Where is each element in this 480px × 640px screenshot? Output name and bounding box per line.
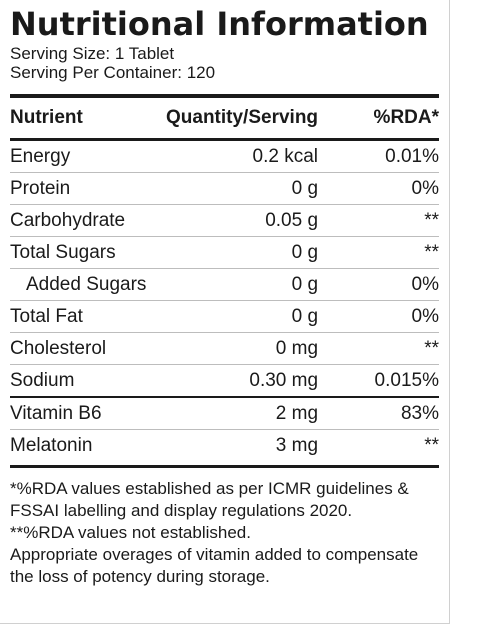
nutrient-quantity: 0 g bbox=[166, 300, 319, 333]
nutrient-rda: 0% bbox=[318, 300, 439, 333]
nutrient-name: Total Fat bbox=[10, 300, 166, 333]
footnote-line: the loss of potency during storage. bbox=[10, 567, 270, 586]
header-quantity: Quantity/Serving bbox=[166, 107, 319, 128]
nutrient-table: Nutrient Quantity/Serving %RDA* Energy 0… bbox=[10, 98, 439, 461]
nutrient-name: Carbohydrate bbox=[10, 204, 166, 237]
nutrient-quantity: 0 g bbox=[166, 268, 319, 301]
footnote-line: FSSAI labelling and display regulations … bbox=[10, 501, 353, 520]
nutrient-quantity: 0 g bbox=[166, 172, 319, 205]
table-row: Vitamin B6 2 mg 83% bbox=[10, 396, 439, 430]
nutrient-name: Total Sugars bbox=[10, 236, 166, 269]
table-row: Total Fat 0 g 0% bbox=[10, 300, 439, 333]
nutrient-name: Energy bbox=[10, 139, 166, 173]
table-row: Added Sugars 0 g 0% bbox=[10, 268, 439, 301]
table-header-row: Nutrient Quantity/Serving %RDA* bbox=[10, 98, 439, 140]
nutrient-rda: 0% bbox=[318, 172, 439, 205]
table-row: Cholesterol 0 mg ** bbox=[10, 332, 439, 365]
footnote-line: *%RDA values established as per ICMR gui… bbox=[10, 479, 409, 498]
nutrient-name: Vitamin B6 bbox=[10, 396, 166, 430]
table-row: Melatonin 3 mg ** bbox=[10, 430, 439, 462]
nutrient-name: Added Sugars bbox=[10, 268, 166, 301]
nutrient-quantity: 0.2 kcal bbox=[166, 139, 319, 173]
nutrient-name: Sodium bbox=[10, 369, 75, 391]
nutrient-quantity: 0.30 mg bbox=[249, 369, 319, 391]
nutrient-rda: 83% bbox=[318, 396, 439, 430]
nutrient-quantity: 0.05 g bbox=[166, 204, 319, 237]
nutrient-name: Cholesterol bbox=[10, 332, 166, 365]
nutrient-rda: 0.01% bbox=[318, 139, 439, 173]
nutrition-label: Nutritional Information Serving Size: 1 … bbox=[0, 0, 450, 624]
header-nutrient: Nutrient bbox=[10, 107, 83, 128]
nutrient-rda: ** bbox=[318, 204, 439, 237]
nutrient-name: Protein bbox=[10, 172, 166, 205]
nutrient-name: Melatonin bbox=[10, 434, 93, 456]
nutrient-rda: ** bbox=[424, 434, 439, 456]
table-row: Total Sugars 0 g ** bbox=[10, 236, 439, 269]
footnotes: *%RDA values established as per ICMR gui… bbox=[10, 468, 439, 588]
servings-per-container: Serving Per Container: 120 bbox=[10, 63, 216, 82]
nutrient-quantity: 0 mg bbox=[166, 332, 319, 365]
nutrient-rda: ** bbox=[318, 332, 439, 365]
top-divider bbox=[10, 94, 439, 98]
footnote-divider bbox=[10, 465, 439, 468]
serving-size: Serving Size: 1 Tablet bbox=[10, 44, 175, 63]
nutrient-quantity: 2 mg bbox=[166, 396, 319, 430]
table-row: Carbohydrate 0.05 g ** bbox=[10, 204, 439, 237]
nutrient-quantity: 0 g bbox=[166, 236, 319, 269]
table-row: Energy 0.2 kcal 0.01% bbox=[10, 139, 439, 173]
nutrient-rda: 0.015% bbox=[374, 369, 439, 391]
label-title: Nutritional Information bbox=[10, 5, 429, 43]
table-row: Protein 0 g 0% bbox=[10, 172, 439, 205]
footnote-line: **%RDA values not established. bbox=[10, 523, 251, 542]
footnote-line: Appropriate overages of vitamin added to… bbox=[10, 545, 419, 564]
nutrient-rda: 0% bbox=[318, 268, 439, 301]
nutrient-quantity: 3 mg bbox=[275, 434, 319, 456]
table-row: Sodium 0.30 mg 0.015% bbox=[10, 365, 439, 398]
nutrient-rda: ** bbox=[318, 236, 439, 269]
header-rda: %RDA* bbox=[373, 107, 439, 128]
